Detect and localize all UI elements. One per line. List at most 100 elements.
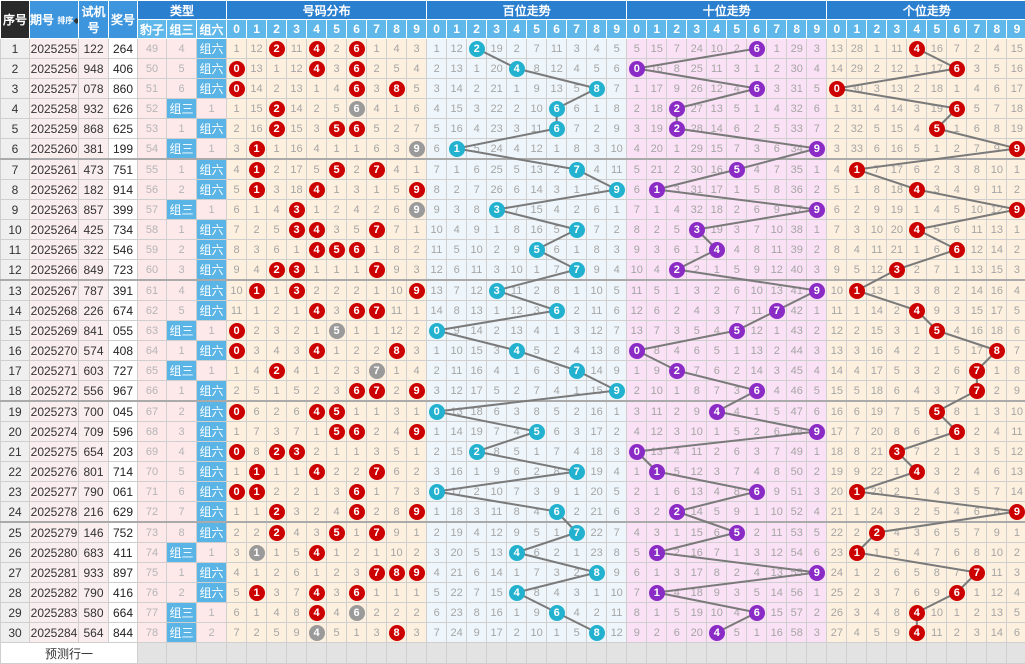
units-omission-cell: 15: [966, 300, 988, 321]
hundreds-omission-cell: 7: [546, 259, 568, 281]
predict-cell[interactable]: [606, 642, 628, 664]
predict-cell[interactable]: [726, 642, 748, 664]
predict-cell[interactable]: [886, 642, 908, 664]
tens-omission-cell: 2: [646, 622, 668, 643]
dist-hit-cell: 4: [306, 219, 328, 240]
predict-cell[interactable]: [306, 642, 328, 664]
dist-omission-cell: 2: [366, 501, 388, 523]
predict-cell[interactable]: [346, 642, 368, 664]
predict-cell[interactable]: [926, 642, 948, 664]
row-test-number: 787: [78, 279, 109, 301]
hundreds-omission-cell: 12: [466, 279, 488, 301]
predict-cell[interactable]: [486, 642, 508, 664]
predict-cell[interactable]: [806, 642, 828, 664]
header-units-digit: 0: [826, 19, 848, 39]
predict-cell[interactable]: [746, 642, 768, 664]
hundreds-omission-cell: 3: [606, 441, 628, 462]
predict-cell[interactable]: [706, 642, 728, 664]
predict-cell[interactable]: [966, 642, 988, 664]
tens-omission-cell: 13: [766, 279, 788, 301]
predict-cell[interactable]: [626, 642, 648, 664]
hundreds-ball: 7: [568, 221, 585, 238]
predict-cell[interactable]: [137, 642, 167, 664]
predict-cell[interactable]: [266, 642, 288, 664]
sort-icon[interactable]: 排序◆: [57, 15, 77, 26]
tens-omission-cell: 3: [626, 118, 648, 139]
hundreds-hit-cell: 5: [526, 421, 548, 442]
hundreds-omission-cell: 5: [566, 622, 588, 643]
dist-hit-cell: 6: [346, 78, 368, 99]
predict-cell[interactable]: [286, 642, 308, 664]
predict-cell[interactable]: [986, 642, 1008, 664]
dist-omission-cell: 2: [366, 199, 388, 220]
hundreds-omission-cell: 14: [446, 78, 468, 99]
predict-cell[interactable]: [646, 642, 668, 664]
table-row: 30 2025284 564 844 78 组三 2 7 2 5 9 4 5 1 3 8 3 7 24 9 17 2 10 1…: [0, 622, 1025, 643]
tens-hit-cell: 2: [666, 259, 688, 281]
dist-omission-cell: 1: [326, 340, 348, 361]
units-omission-cell: 1: [1006, 219, 1025, 240]
predict-cell[interactable]: [506, 642, 528, 664]
predict-cell[interactable]: [766, 642, 788, 664]
predict-cell[interactable]: [326, 642, 348, 664]
hundreds-omission-cell: 2: [486, 239, 508, 260]
predict-cell[interactable]: [666, 642, 688, 664]
predict-cell[interactable]: [386, 642, 408, 664]
units-omission-cell: 5: [886, 360, 908, 381]
hundreds-omission-cell: 5: [606, 481, 628, 502]
predict-cell[interactable]: [906, 642, 928, 664]
predict-cell[interactable]: [366, 642, 388, 664]
predict-cell[interactable]: [1006, 642, 1025, 664]
hundreds-omission-cell: 20: [586, 481, 608, 502]
tens-omission-cell: 1: [646, 602, 668, 623]
units-omission-cell: 1: [866, 542, 888, 563]
units-omission-cell: 20: [826, 481, 848, 502]
row-draw-number: 897: [108, 562, 138, 583]
dist-hit-cell: 9: [406, 199, 428, 220]
predict-cell[interactable]: [826, 642, 848, 664]
predict-cell[interactable]: [586, 642, 608, 664]
predict-cell[interactable]: [226, 642, 248, 664]
tens-omission-cell: 10: [706, 602, 728, 623]
predict-cell[interactable]: [946, 642, 968, 664]
row-test-number: 122: [78, 38, 109, 59]
predict-cell[interactable]: [166, 642, 197, 664]
predict-cell[interactable]: [466, 642, 488, 664]
units-omission-cell: 22: [826, 521, 848, 543]
predict-cell[interactable]: [786, 642, 808, 664]
tens-omission-cell: 6: [806, 400, 828, 422]
tens-hit-cell: 0: [626, 340, 648, 361]
predict-cell[interactable]: [846, 642, 868, 664]
predict-cell[interactable]: [426, 642, 448, 664]
tens-omission-cell: 37: [786, 199, 808, 220]
predict-cell[interactable]: [446, 642, 468, 664]
units-omission-cell: 5: [946, 340, 968, 361]
hundreds-omission-cell: 1: [566, 239, 588, 260]
units-omission-cell: 20: [886, 219, 908, 240]
dist-omission-cell: 2: [346, 461, 368, 482]
row-draw-number: 416: [108, 582, 138, 603]
predict-cell[interactable]: [246, 642, 268, 664]
row-g3-omission: 1: [166, 118, 197, 139]
units-omission-cell: 2: [906, 340, 928, 361]
dist-omission-cell: 2: [306, 501, 328, 523]
predict-cell[interactable]: [566, 642, 588, 664]
units-omission-cell: 5: [886, 542, 908, 563]
hundreds-omission-cell: 4: [566, 58, 588, 79]
header-issue[interactable]: 期号 排序◆: [29, 0, 79, 39]
predict-cell[interactable]: [866, 642, 888, 664]
units-omission-cell: 1: [846, 562, 868, 583]
predict-cell[interactable]: [195, 642, 228, 664]
row-g3-omission: 2: [166, 239, 197, 260]
row-g3-omission: 2: [166, 400, 197, 422]
predict-cell[interactable]: [406, 642, 428, 664]
predict-cell[interactable]: [526, 642, 548, 664]
units-omission-cell: 7: [886, 582, 908, 603]
units-hit-cell: 7: [966, 380, 988, 402]
hit-number-ball: 5: [328, 241, 345, 258]
predict-cell[interactable]: [686, 642, 708, 664]
row-draw-number: 714: [108, 461, 138, 482]
dist-omission-cell: 6: [226, 199, 248, 220]
units-omission-cell: 2: [926, 441, 948, 462]
predict-cell[interactable]: [546, 642, 568, 664]
